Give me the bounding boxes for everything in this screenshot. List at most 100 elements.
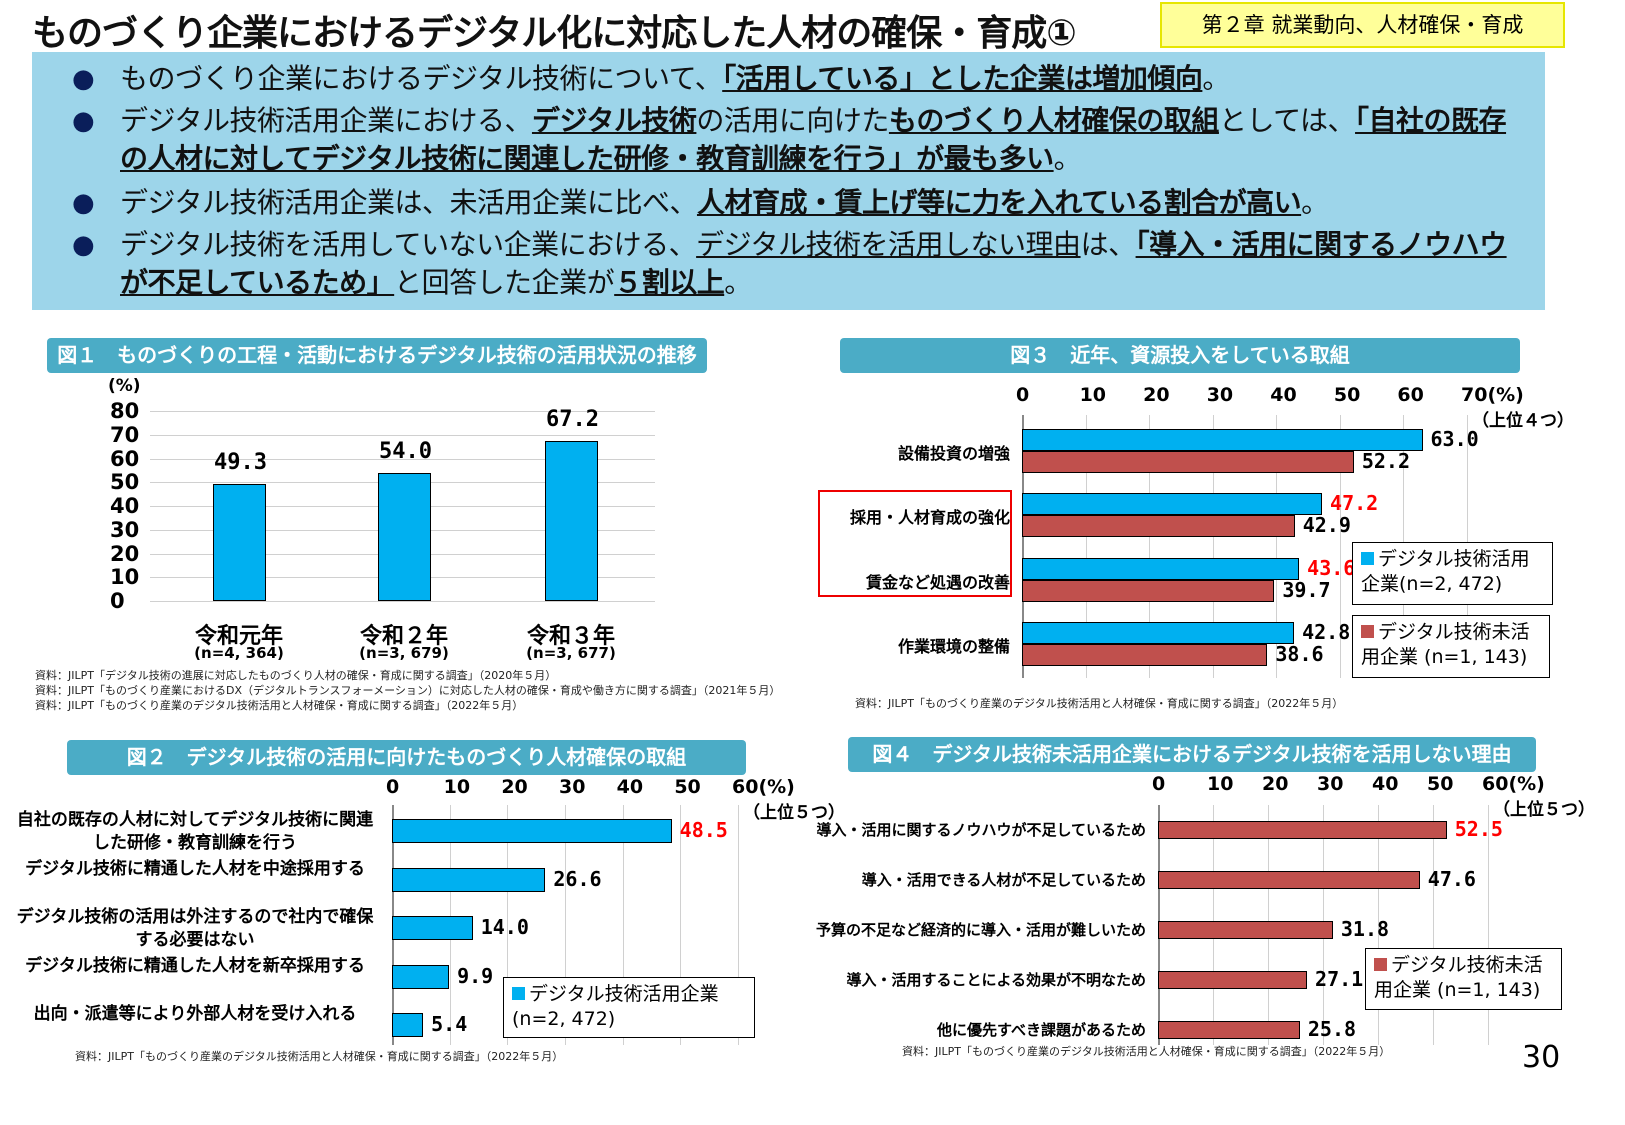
x-tick-label: 50 bbox=[1427, 773, 1454, 795]
x-tick-label: 70(%) bbox=[1461, 384, 1524, 406]
gridline bbox=[1488, 805, 1489, 1045]
legend-label: デジタル技術活用企業(n=2, 472) bbox=[1361, 548, 1530, 595]
chart-title: 図４ デジタル技術未活用企業におけるデジタル技術を活用しない理由 bbox=[848, 737, 1536, 772]
bullet-segment: としては、 bbox=[1218, 104, 1356, 137]
bar bbox=[1022, 558, 1300, 580]
bullet-icon: ● bbox=[72, 188, 95, 218]
legend: デジタル技術未活用企業 (n=1, 143) bbox=[1352, 615, 1550, 678]
gridline bbox=[680, 805, 682, 1045]
bar bbox=[545, 441, 598, 601]
category-label: デジタル技術に精通した人材を中途採用する bbox=[25, 859, 365, 879]
bullet-segment: ５割以上 bbox=[614, 266, 725, 299]
legend: デジタル技術未活用企業 (n=1, 143) bbox=[1365, 948, 1562, 1010]
category-label: 令和２年 bbox=[359, 624, 448, 649]
x-tick-label: 40 bbox=[616, 776, 644, 798]
bullet-text: デジタル技術を活用していない企業における、デジタル技術を活用しない理由は、「導入… bbox=[120, 226, 1512, 302]
category-label: 他に優先すべき課題があるため bbox=[937, 1021, 1146, 1039]
data-label: 42.9 bbox=[1302, 513, 1351, 537]
summary-bullet: ● デジタル技術活用企業における、デジタル技術の活用に向けたものづくり人材確保の取… bbox=[72, 102, 1512, 178]
legend: デジタル技術活用企業(n=2, 472) bbox=[1352, 542, 1553, 605]
source-note: 資料：JILPT「ものづくり産業のデジタル技術活用と人材確保・育成に関する調査」… bbox=[855, 697, 1344, 710]
bullet-segment: デジタル技術活用企業は、未活用企業に比べ、 bbox=[120, 186, 697, 219]
legend-swatch bbox=[512, 987, 525, 1000]
chapter-label: 第２章 就業動向、人材確保・育成 bbox=[1160, 2, 1565, 48]
data-label: 67.2 bbox=[546, 407, 599, 433]
bullet-segment: 人材育成・賃上げ等に力を入れている割合が高い bbox=[696, 186, 1302, 219]
bar bbox=[392, 1013, 424, 1037]
bar bbox=[392, 819, 672, 843]
data-label: 47.2 bbox=[1330, 491, 1379, 515]
legend-swatch bbox=[1361, 625, 1374, 638]
data-label: 27.1 bbox=[1315, 967, 1364, 991]
y-tick-label: 20 bbox=[110, 541, 140, 566]
bullet-segment: デジタル技術 bbox=[531, 104, 697, 137]
bullet-segment: 。 bbox=[1202, 62, 1230, 95]
bar bbox=[1022, 451, 1354, 473]
bar bbox=[1022, 429, 1423, 451]
category-note: (n=3, 679) bbox=[359, 644, 449, 662]
bullet-segment: と回答した企業が bbox=[394, 266, 615, 299]
category-label: 出向・派遣等により外部人材を受け入れる bbox=[33, 1004, 357, 1024]
data-label: 49.3 bbox=[214, 449, 267, 475]
bar bbox=[1158, 971, 1308, 989]
bullet-segment: デジタル技術を活用していない企業における、 bbox=[120, 228, 697, 261]
gridline bbox=[1276, 415, 1278, 678]
bullet-segment: 。 bbox=[1301, 186, 1329, 219]
category-note: (n=4, 364) bbox=[194, 644, 284, 662]
legend: デジタル技術活用企業(n=2, 472) bbox=[503, 977, 755, 1038]
x-tick-label: 60 bbox=[1397, 384, 1424, 406]
x-tick-label: 60(%) bbox=[1482, 773, 1545, 795]
x-tick-label: 30 bbox=[1317, 773, 1344, 795]
x-tick-label: 0 bbox=[386, 776, 400, 798]
bullet-text: デジタル技術活用企業は、未活用企業に比べ、人材育成・賃上げ等に力を入れている割合… bbox=[120, 184, 1512, 222]
x-tick-label: 20 bbox=[1143, 384, 1170, 406]
x-tick-label: 20 bbox=[1262, 773, 1289, 795]
bullet-segment: 「活用している」とした企業は増加傾向 bbox=[722, 62, 1203, 95]
bar bbox=[392, 868, 546, 892]
page-title: ものづくり企業におけるデジタル化に対応した人材の確保・育成① bbox=[32, 13, 1077, 54]
x-tick-label: 20 bbox=[501, 776, 528, 798]
category-label: 自社の既存の人材に対してデジタル技術に関連した研修・教育訓練を行う bbox=[16, 810, 374, 853]
bullet-segment: ものづくり企業におけるデジタル技術について、 bbox=[120, 62, 723, 95]
bar bbox=[392, 916, 473, 940]
bullet-text: ものづくり企業におけるデジタル技術について、「活用している」とした企業は増加傾向… bbox=[120, 60, 1512, 98]
x-tick-label: 50 bbox=[1333, 384, 1361, 406]
category-note: (n=3, 677) bbox=[526, 644, 616, 662]
data-label: 14.0 bbox=[480, 915, 529, 939]
x-tick-label: 0 bbox=[1152, 773, 1166, 795]
y-tick-label: 70 bbox=[110, 422, 140, 447]
category-label: 作業環境の整備 bbox=[897, 637, 1010, 656]
gridline bbox=[738, 805, 739, 1045]
category-label: デジタル技術の活用は外注するので社内で確保する必要はない bbox=[16, 907, 374, 950]
category-label: 令和３年 bbox=[526, 624, 615, 649]
page-number: 30 bbox=[1522, 1040, 1561, 1075]
data-label: 48.5 bbox=[679, 818, 728, 842]
data-label: 52.2 bbox=[1361, 449, 1410, 473]
source-note: 資料：JILPT「ものづくり産業のデジタル技術活用と人材確保・育成に関する調査」… bbox=[75, 1050, 564, 1063]
gridline bbox=[565, 805, 566, 1045]
x-tick-label: 30 bbox=[559, 776, 586, 798]
gridline bbox=[150, 458, 655, 460]
data-label: 9.9 bbox=[457, 964, 494, 988]
summary-box: ● ものづくり企業におけるデジタル技術について、「活用している」とした企業は増加傾… bbox=[32, 52, 1545, 310]
x-tick-label: 40 bbox=[1372, 773, 1399, 795]
bullet-segment: の活用に向けた bbox=[696, 104, 889, 137]
x-tick-label: 30 bbox=[1206, 384, 1234, 406]
bar bbox=[1022, 493, 1323, 515]
chart-title: 図２ デジタル技術の活用に向けたものづくり人材確保の取組 bbox=[67, 740, 746, 775]
chart-note: （上位４つ） bbox=[1472, 411, 1574, 431]
summary-bullet: ● デジタル技術を活用していない企業における、デジタル技術を活用しない理由は、「導… bbox=[72, 226, 1512, 302]
bar bbox=[1158, 871, 1420, 889]
bar bbox=[1022, 622, 1295, 644]
bullet-segment: は、 bbox=[1080, 228, 1137, 261]
bar bbox=[1158, 821, 1447, 839]
bar bbox=[1022, 644, 1268, 666]
data-label: 5.4 bbox=[431, 1012, 468, 1036]
data-label: 43.6 bbox=[1307, 556, 1356, 580]
gridline bbox=[507, 805, 509, 1045]
legend-label: デジタル技術未活用企業 (n=1, 143) bbox=[1361, 621, 1530, 668]
y-tick-label: 60 bbox=[110, 446, 140, 471]
chart-note: （上位５つ） bbox=[1493, 800, 1595, 820]
chart-title: 図３ 近年、資源投入をしている取組 bbox=[840, 338, 1520, 373]
gridline bbox=[1149, 415, 1151, 678]
